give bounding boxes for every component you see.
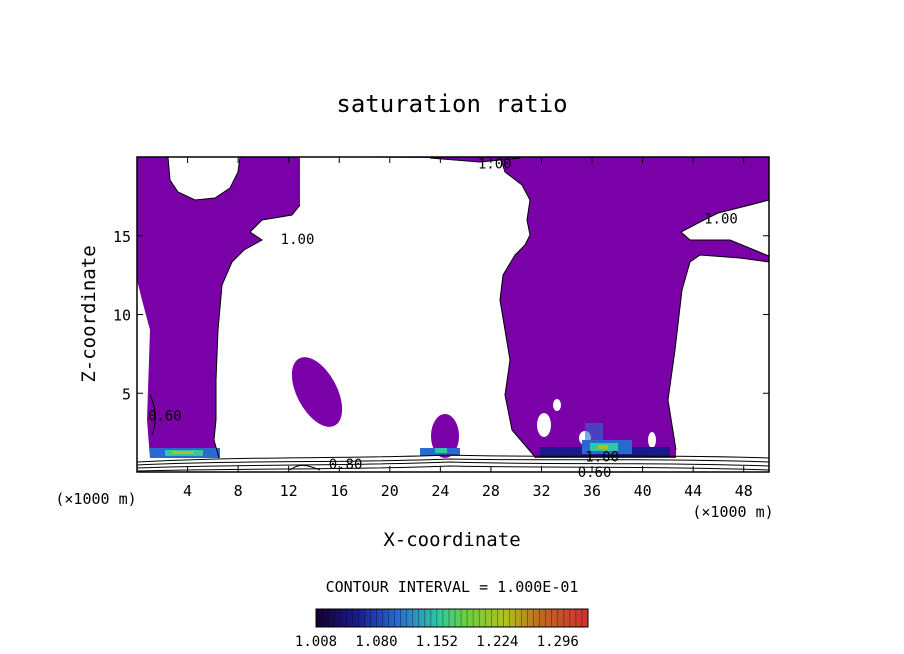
colorbar-tick-label: 1.152 bbox=[416, 634, 458, 650]
x-tick-label: 16 bbox=[330, 482, 348, 500]
colorbar-ticks: 1.008 1.080 1.152 1.224 1.296 bbox=[295, 609, 589, 650]
supersaturated-region-left bbox=[137, 157, 300, 458]
y-tick-label: 15 bbox=[113, 228, 131, 246]
surface-contours bbox=[137, 394, 769, 472]
contour-label: 1.00 bbox=[281, 232, 315, 248]
cloud-oval-center bbox=[431, 414, 459, 458]
x-tick-label: 12 bbox=[280, 482, 298, 500]
x-tick-label: 24 bbox=[431, 482, 449, 500]
plot-area bbox=[137, 157, 769, 472]
x-tick-label: 28 bbox=[482, 482, 500, 500]
supersaturation-hotspots bbox=[150, 423, 670, 458]
colorbar-tick-label: 1.224 bbox=[476, 634, 518, 650]
contour-label: 0.60 bbox=[578, 465, 612, 481]
chart-title: saturation ratio bbox=[336, 90, 567, 118]
y-axis-label: Z-coordinate bbox=[78, 245, 100, 382]
colorbar-tick-label: 1.296 bbox=[537, 634, 579, 650]
colorbar bbox=[315, 608, 589, 628]
x-axis: 4 8 12 16 20 24 28 32 36 40 44 48 bbox=[183, 157, 753, 500]
supersaturated-region-right bbox=[500, 157, 769, 458]
contour-label: 0.60 bbox=[148, 408, 182, 424]
contour-label: 1.00 bbox=[704, 211, 738, 227]
cloud-oval-center-left bbox=[291, 357, 343, 427]
x-tick-label: 44 bbox=[684, 482, 702, 500]
contour-interval: CONTOUR INTERVAL = 1.000E-01 bbox=[326, 578, 579, 596]
colorbar-tick-label: 1.080 bbox=[355, 634, 397, 650]
x-tick-label: 36 bbox=[583, 482, 601, 500]
x-tick-label: 48 bbox=[735, 482, 753, 500]
contour-label: 1.00 bbox=[478, 156, 512, 172]
x-tick-label: 4 bbox=[183, 482, 192, 500]
contour-labels: 1.00 1.00 1.00 1.00 0.80 0.60 0.60 bbox=[148, 156, 738, 481]
x-tick-label: 20 bbox=[381, 482, 399, 500]
y-tick-label: 10 bbox=[113, 307, 131, 325]
x-unit-left: (×1000 m) bbox=[55, 490, 136, 508]
x-axis-label: X-coordinate bbox=[383, 529, 520, 551]
x-tick-label: 40 bbox=[634, 482, 652, 500]
contour-label: 0.80 bbox=[329, 457, 363, 473]
x-tick-label: 32 bbox=[532, 482, 550, 500]
y-axis: 5 10 15 bbox=[113, 228, 769, 403]
x-tick-label: 8 bbox=[234, 482, 243, 500]
x-unit-right: (×1000 m) bbox=[692, 503, 773, 521]
y-tick-label: 5 bbox=[122, 385, 131, 403]
contour-label: 1.00 bbox=[585, 449, 619, 465]
colorbar-tick-label: 1.008 bbox=[295, 634, 337, 650]
